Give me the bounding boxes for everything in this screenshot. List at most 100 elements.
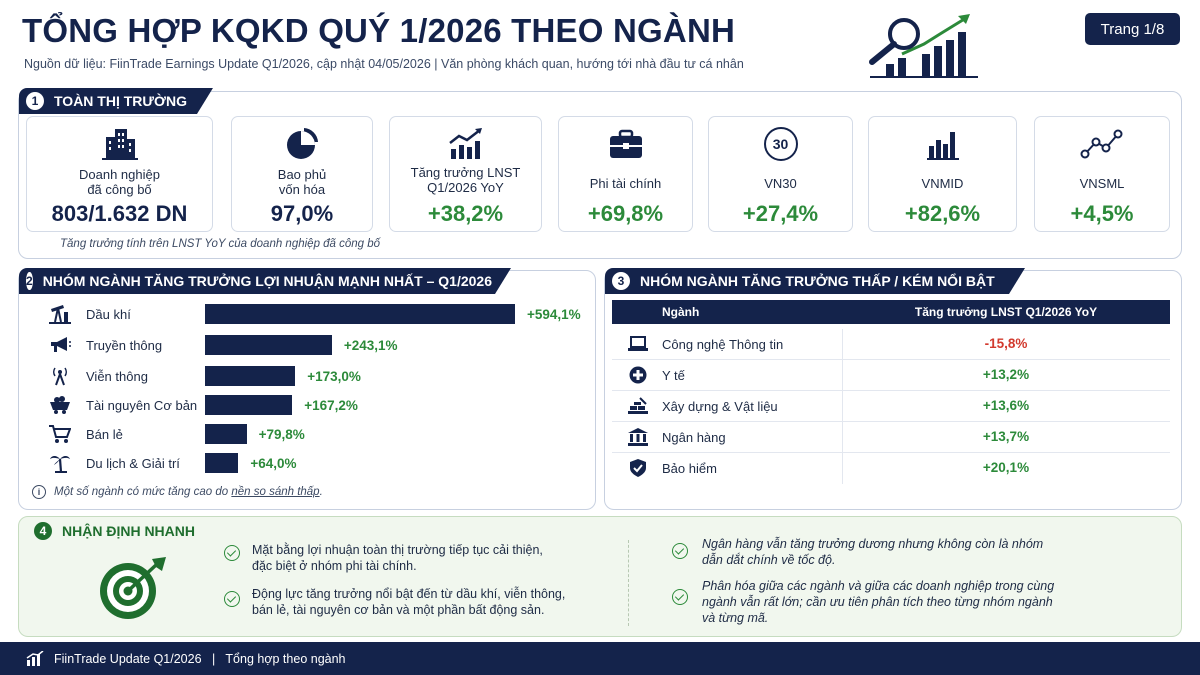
bar-value-label: +173,0% xyxy=(307,369,361,384)
footer-text: FiinTrade Update Q1/2026 | Tổng hợp theo… xyxy=(54,651,346,666)
section-1-header: 1 TOÀN THỊ TRƯỜNG xyxy=(19,88,213,114)
kpi-card-vn30: 30 VN30 +27,4% xyxy=(708,116,853,232)
kpi-value: 97,0% xyxy=(270,201,334,226)
sector-name: Bảo hiểm xyxy=(662,461,717,476)
magnifier-growth-icon xyxy=(869,14,978,78)
growth-chart-icon xyxy=(26,650,44,666)
divider xyxy=(628,540,629,626)
bar-category-label: Viễn thông xyxy=(86,369,148,384)
section-title: NHÓM NGÀNH TĂNG TRƯỞNG LỢI NHUẬN MẠNH NH… xyxy=(42,273,492,289)
kpi-label: Doanh nghiệp đã công bố xyxy=(79,167,160,197)
table-row: Ngân hàng +13,7% xyxy=(612,422,1170,453)
section-1-note: Tăng trưởng tính trên LNST YoY của doanh… xyxy=(60,238,381,250)
bar xyxy=(205,424,247,444)
page-indicator: Trang 1/8 xyxy=(1085,13,1180,45)
table-row: Y tế +13,2% xyxy=(612,360,1170,391)
megaphone-icon xyxy=(48,335,72,355)
buildings-icon xyxy=(27,126,212,162)
check-icon xyxy=(224,591,240,607)
bar-row: Dầu khí +594,1% xyxy=(48,304,588,324)
bar-category-label: Tài nguyên Cơ bản xyxy=(86,398,198,413)
bar-value-label: +243,1% xyxy=(343,338,398,353)
kpi-card-vnmid: VNMID +82,6% xyxy=(868,116,1017,232)
shield-check-icon xyxy=(628,459,648,477)
kpi-label: VNSML xyxy=(1079,176,1125,191)
medical-cross-icon xyxy=(628,366,648,384)
section-title: NHẬN ĐỊNH NHANH xyxy=(62,523,195,539)
kpi-value: +69,8% xyxy=(587,201,664,226)
section-quick-insights xyxy=(18,516,1182,637)
page-subtitle: Nguồn dữ liệu: FiinTrade Earnings Update… xyxy=(24,57,744,71)
sector-growth: +20,1% xyxy=(982,460,1030,475)
section-2-note: i Một số ngành có mức tăng cao do nền so… xyxy=(32,485,323,499)
bar-category-label: Bán lẻ xyxy=(86,427,123,442)
mining-cart-icon xyxy=(48,395,72,415)
table-header: Ngành Tăng trưởng LNST Q1/2026 YoY xyxy=(612,300,1170,324)
kpi-value: +27,4% xyxy=(742,201,819,226)
bar xyxy=(205,395,293,415)
kpi-label: VNMID xyxy=(921,176,964,191)
kpi-label: Tăng trưởng LNST Q1/2026 YoY xyxy=(410,165,521,195)
kpi-label: Phi tài chính xyxy=(589,176,662,191)
bar-row: Du lịch & Giải trí +64,0% xyxy=(48,453,588,473)
info-icon: i xyxy=(32,485,46,499)
kpi-label: Bao phủ vốn hóa xyxy=(277,167,327,197)
section-title: NHÓM NGÀNH TĂNG TRƯỞNG THẤP / KÉM NỔI BẬ… xyxy=(640,273,995,289)
kpi-value: 803/1.632 DN xyxy=(51,201,188,226)
bar xyxy=(205,453,239,473)
check-icon xyxy=(672,543,688,559)
bank-icon xyxy=(628,428,648,446)
table-row: Xây dựng & Vật liệu +13,6% xyxy=(612,391,1170,422)
oil-pump-icon xyxy=(48,304,72,324)
insight-item: Ngân hàng vẫn tăng trưởng dương nhưng kh… xyxy=(702,537,1044,567)
bar-value-label: +167,2% xyxy=(304,398,358,413)
kpi-label: VN30 xyxy=(764,176,797,191)
pie-chart-icon xyxy=(232,126,372,162)
sector-name: Y tế xyxy=(662,368,685,383)
section-3-header: 3 NHÓM NGÀNH TĂNG TRƯỞNG THẤP / KÉM NỔI … xyxy=(605,268,1025,294)
bar-row: Viễn thông +173,0% xyxy=(48,366,588,386)
bar xyxy=(205,304,515,324)
insight-item: Động lực tăng trưởng nổi bật đến từ dầu … xyxy=(252,587,566,617)
table-row: Công nghệ Thông tin -15,8% xyxy=(612,329,1170,360)
section-number: 4 xyxy=(34,522,52,540)
bar-row: Truyền thông +243,1% xyxy=(48,335,588,355)
section-4-header: 4 NHẬN ĐỊNH NHANH xyxy=(34,522,195,540)
kpi-card-non-financial: Phi tài chính +69,8% xyxy=(558,116,693,232)
target-arrow-icon xyxy=(100,557,166,619)
sector-growth: +13,2% xyxy=(982,367,1030,382)
check-icon xyxy=(672,589,688,605)
kpi-card-vnsml: VNSML +4,5% xyxy=(1034,116,1170,232)
bar-category-label: Truyền thông xyxy=(86,338,163,353)
bar-value-label: +64,0% xyxy=(250,456,297,471)
antenna-icon xyxy=(48,366,72,386)
section-number: 1 xyxy=(26,92,44,110)
sector-growth: +13,6% xyxy=(982,398,1030,413)
kpi-card-profit-growth: Tăng trưởng LNST Q1/2026 YoY +38,2% xyxy=(389,116,542,232)
briefcase-icon xyxy=(559,126,692,162)
bar-value-label: +79,8% xyxy=(258,427,305,442)
sector-name: Công nghệ Thông tin xyxy=(662,337,784,352)
bar-category-label: Dầu khí xyxy=(86,307,131,322)
kpi-value: +82,6% xyxy=(904,201,981,226)
bar xyxy=(205,335,332,355)
insight-item: Mặt bằng lợi nhuận toàn thị trường tiếp … xyxy=(252,543,543,573)
growth-chart-icon xyxy=(390,126,541,162)
section-number: 2 xyxy=(26,274,33,288)
section-2-header: 2 NHÓM NGÀNH TĂNG TRƯỞNG LỢI NHUẬN MẠNH … xyxy=(19,268,511,294)
insight-item: Phân hóa giữa các ngành và giữa các doan… xyxy=(702,579,1055,625)
sector-growth: +13,7% xyxy=(982,429,1030,444)
footer-bar: FiinTrade Update Q1/2026 | Tổng hợp theo… xyxy=(0,642,1200,675)
line-nodes-icon xyxy=(1035,126,1169,162)
kpi-value: +38,2% xyxy=(427,201,504,226)
kpi-value: +4,5% xyxy=(1070,201,1134,226)
bar-row: Bán lẻ +79,8% xyxy=(48,424,588,444)
page-title: TỔNG HỢP KQKD QUÝ 1/2026 THEO NGÀNH xyxy=(22,12,736,49)
check-icon xyxy=(224,545,240,561)
sector-growth: -15,8% xyxy=(984,336,1028,351)
bar xyxy=(205,366,296,386)
kpi-card-market-cap-coverage: Bao phủ vốn hóa 97,0% xyxy=(231,116,373,232)
column-header-growth: Tăng trưởng LNST Q1/2026 YoY xyxy=(914,305,1098,319)
bar-category-label: Du lịch & Giải trí xyxy=(86,456,180,471)
sector-name: Ngân hàng xyxy=(662,430,726,445)
